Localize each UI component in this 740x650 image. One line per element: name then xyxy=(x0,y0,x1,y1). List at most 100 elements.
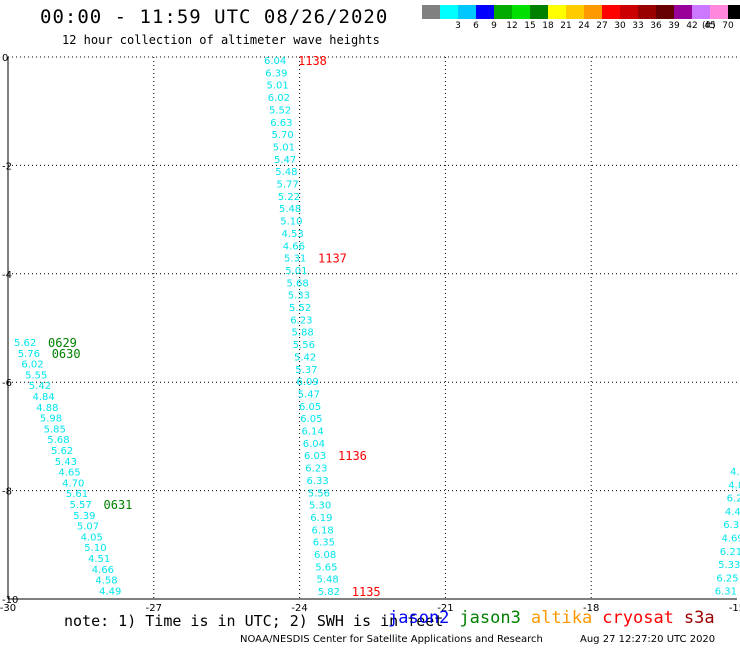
legend-tick-label: 42 xyxy=(686,21,698,31)
wave-height-value: 5.37 xyxy=(295,365,317,376)
wave-height-value: 5.42 xyxy=(29,381,51,392)
wave-height-value: 6.19 xyxy=(310,513,332,524)
wave-height-value: 6.14 xyxy=(302,427,324,438)
legend-swatch: 6 xyxy=(458,5,479,31)
wave-height-value: 4.66 xyxy=(283,241,305,252)
satellite-name-altika: altika xyxy=(530,608,593,628)
satellite-name-s3a: s3a xyxy=(683,608,715,628)
legend-swatch: 36 xyxy=(638,5,662,31)
legend-tick-label: 70 xyxy=(722,21,734,31)
wave-height-value: 4.05 xyxy=(81,532,103,543)
wave-height-value: 5.47 xyxy=(274,155,296,166)
wave-height-value: 6.09 xyxy=(297,377,319,388)
wave-height-value: 5.39 xyxy=(73,511,95,522)
legend-tick-label: 27 xyxy=(596,21,608,31)
satellite-name-jason2: jason2 xyxy=(388,608,450,628)
wave-height-value: 5.98 xyxy=(40,414,62,425)
lat-tick-label: -8 xyxy=(2,487,12,498)
wave-height-value: 5.10 xyxy=(84,543,106,554)
wave-height-value: 6.63 xyxy=(270,118,292,129)
legend-tick-label: 21 xyxy=(560,21,572,31)
wave-height-value: 5.62 xyxy=(51,446,73,457)
legend-swatch: 70 xyxy=(710,5,734,31)
legend-swatch xyxy=(422,5,440,19)
legend-swatch: 30 xyxy=(602,5,626,31)
wave-height-value: 6.25 xyxy=(716,573,738,584)
wave-height-value: 6.23 xyxy=(290,315,312,326)
wave-height-value: 5.48 xyxy=(317,575,339,586)
legend-swatch xyxy=(728,5,740,19)
wave-height-value: 5.65 xyxy=(315,562,337,573)
wave-height-value: 4.66 xyxy=(92,565,114,576)
wave-height-value: 5.68 xyxy=(287,278,309,289)
legend-swatch: 15 xyxy=(512,5,536,31)
wave-height-value: 6.35 xyxy=(313,538,335,549)
wave-height-value: 5.48 xyxy=(275,167,297,178)
pass-time-label: 1136 xyxy=(338,449,367,463)
wave-height-value: 5.33 xyxy=(288,291,310,302)
legend-swatch: 33 xyxy=(620,5,644,31)
wave-height-value: 5.56 xyxy=(293,340,315,351)
wave-height-value: 5.56 xyxy=(308,488,330,499)
map-title: 00:00 - 11:59 UTC 08/26/2020 xyxy=(40,6,389,28)
wave-height-value: 5.61 xyxy=(66,489,88,500)
legend-swatch: 9 xyxy=(476,5,497,31)
wave-height-value: 6.3 xyxy=(723,520,739,531)
satellite-name-cryosat: cryosat xyxy=(602,608,674,628)
wave-height-value: 5.57 xyxy=(70,500,92,511)
lat-tick-label: -2 xyxy=(2,161,12,172)
wave-height-value: 5.01 xyxy=(285,266,307,277)
wave-height-value: 5.68 xyxy=(47,435,69,446)
wave-height-value: 5.43 xyxy=(55,457,77,468)
wave-height-value: 6.02 xyxy=(268,93,290,104)
footer-note: note: 1) Time is in UTC; 2) SWH is in fe… xyxy=(64,612,444,630)
wave-height-value: 5.30 xyxy=(309,501,331,512)
generated-timestamp: Aug 27 12:27:20 UTC 2020 xyxy=(580,634,716,645)
lon-tick-label: -18 xyxy=(583,603,599,614)
wave-height-value: 5.55 xyxy=(25,370,47,381)
legend-swatch: 27 xyxy=(584,5,608,31)
legend-tick-label: 9 xyxy=(491,21,497,31)
wave-height-value: 6.31 xyxy=(715,587,737,598)
wave-height-value: 5.10 xyxy=(280,217,302,228)
wave-height-value: 5.31 xyxy=(284,254,306,265)
legend-tick-label: 15 xyxy=(524,21,536,31)
pass-time-label: 0630 xyxy=(52,347,81,361)
wave-height-value: 6.05 xyxy=(299,402,321,413)
wave-height-value: 5.01 xyxy=(267,81,289,92)
legend-swatch: 21 xyxy=(548,5,572,31)
wave-height-value: 5.62 xyxy=(14,338,36,349)
wave-height-value: 5.85 xyxy=(44,424,66,435)
legend-tick-label: 45 xyxy=(704,21,716,31)
wave-height-value: 6.21 xyxy=(720,547,740,558)
legend-swatch: 45 xyxy=(692,5,716,31)
wave-height-value: 4.88 xyxy=(36,403,58,414)
lon-tick-label: -15 xyxy=(729,603,740,614)
wave-height-value: 5.07 xyxy=(77,522,99,533)
pass-time-label: 1138 xyxy=(298,54,327,68)
wave-height-value: 6.33 xyxy=(307,476,329,487)
lat-tick-label: -10 xyxy=(2,595,18,606)
wave-height-value: 6.05 xyxy=(300,414,322,425)
lon-tick-label: -30 xyxy=(0,603,16,614)
wave-height-value: 6.23 xyxy=(305,464,327,475)
legend-tick-label: 24 xyxy=(578,21,590,31)
wave-height-value: 5.77 xyxy=(277,180,299,191)
wave-height-value: 4.58 xyxy=(95,576,117,587)
wave-height-value: 4.49 xyxy=(99,586,121,597)
legend-swatch: 18 xyxy=(530,5,554,31)
legend-swatch: 39 xyxy=(656,5,680,31)
legend-tick-label: 39 xyxy=(668,21,680,31)
pass-time-label: 1135 xyxy=(352,585,381,599)
wave-height-value: 5.47 xyxy=(298,389,320,400)
wave-height-value: 6.18 xyxy=(312,525,334,536)
wave-height-value: 5.82 xyxy=(318,587,340,598)
credit-text: NOAA/NESDIS Center for Satellite Applica… xyxy=(240,634,543,645)
pass-time-label: 0631 xyxy=(104,498,133,512)
legend-tick-label: 12 xyxy=(506,21,518,31)
wave-height-value: 5.70 xyxy=(272,130,294,141)
wave-height-value: 5.42 xyxy=(294,352,316,363)
pass-time-label: 0629 xyxy=(48,336,77,350)
wave-height-value: 5.88 xyxy=(292,328,314,339)
